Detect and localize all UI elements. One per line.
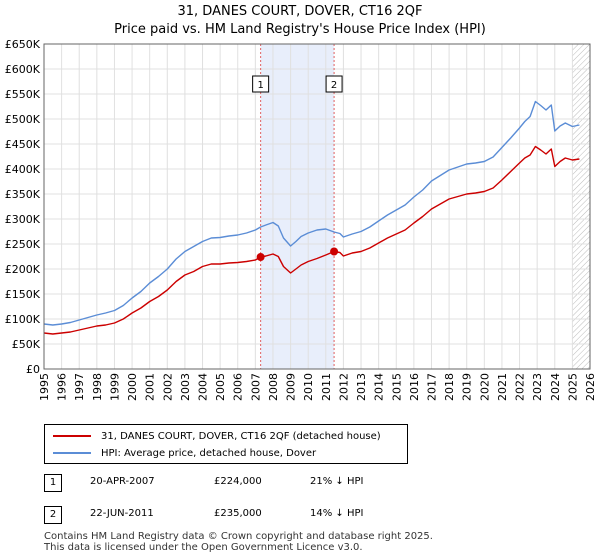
legend-item-hpi: HPI: Average price, detached house, Dove… [53,446,316,460]
x-tick-label: 1995 [38,373,51,401]
sale-price: £235,000 [214,508,262,519]
y-tick-label: £50K [12,338,41,351]
x-tick-label: 2013 [355,373,368,401]
sale-label-box [325,75,343,93]
footer-line-2: This data is licensed under the Open Gov… [44,542,363,553]
x-tick-label: 2014 [373,373,386,401]
x-tick-label: 2019 [461,373,474,401]
chart-subtitle: Price paid vs. HM Land Registry's House … [114,22,486,37]
x-tick-label: 2016 [408,373,421,401]
x-tick-label: 2003 [179,373,192,401]
sale-hpi-diff: 21% ↓ HPI [310,476,364,487]
x-tick-label: 2012 [337,373,350,401]
x-tick-label: 1998 [91,373,104,401]
y-tick-label: £0 [26,363,40,376]
x-tick-label: 2010 [302,373,315,401]
legend-label-property: 31, DANES COURT, DOVER, CT16 2QF (detach… [101,430,381,442]
sale-point [330,247,339,256]
sale-label-box [252,75,270,93]
x-tick-label: 2023 [531,373,544,401]
x-tick-label: 2000 [126,373,139,401]
sale-date: 20-APR-2007 [90,476,155,487]
forecast-hatch [572,44,590,369]
y-tick-label: £500K [5,113,41,126]
legend-label-hpi: HPI: Average price, detached house, Dove… [101,447,317,459]
sale-hpi-diff: 14% ↓ HPI [310,508,364,519]
x-tick-label: 2008 [267,373,280,401]
sale-price: £224,000 [214,476,262,487]
y-tick-label: £250K [5,238,41,251]
x-tick-label: 2002 [161,373,174,401]
x-tick-label: 2018 [443,373,456,401]
x-tick-label: 2021 [496,373,509,401]
x-tick-label: 2015 [390,373,403,401]
x-tick-label: 2005 [214,373,227,401]
x-tick-label: 1999 [108,373,121,401]
chart-title: 31, DANES COURT, DOVER, CT16 2QF [177,4,423,19]
x-tick-label: 2011 [320,373,333,401]
sale-label-text: 2 [331,80,337,91]
legend-swatch-hpi [53,452,91,454]
x-tick-label: 2006 [232,373,245,401]
x-tick-label: 2020 [478,373,491,401]
sale-row: 1 20-APR-2007 £224,000 21% ↓ HPI [44,474,364,492]
y-tick-label: £300K [5,213,41,226]
y-tick-label: £650K [5,38,41,51]
footer: Contains HM Land Registry data © Crown c… [44,531,433,553]
sale-number-badge: 2 [44,506,62,524]
y-tick-label: £150K [5,288,41,301]
y-tick-label: £350K [5,188,41,201]
x-tick-label: 2022 [514,373,527,401]
x-tick-label: 2001 [144,373,157,401]
property-series-line [43,145,580,335]
legend-item-property: 31, DANES COURT, DOVER, CT16 2QF (detach… [53,429,381,443]
x-tick-label: 1997 [73,373,86,401]
sale-point [256,253,265,261]
x-tick-label: 2004 [197,373,210,401]
hpi-series-line [43,100,580,326]
price-chart: 1 2 £0 £50K £100K £150K £200K £250K £300K £350K £4… [5,38,597,401]
x-tick-label: 2017 [425,373,438,401]
plot-frame [43,43,591,370]
y-tick-label: £600K [5,63,41,76]
sale-period-band [260,44,335,369]
y-tick-label: £400K [5,163,41,176]
sale-row: 2 22-JUN-2011 £235,000 14% ↓ HPI [44,506,364,524]
x-tick-label: 2009 [285,373,298,401]
chart-legend: 31, DANES COURT, DOVER, CT16 2QF (detach… [44,424,408,464]
x-tick-label: 2007 [249,373,262,401]
x-tick-label: 2024 [549,373,562,401]
y-tick-label: £450K [5,138,41,151]
y-tick-label: £200K [5,263,41,276]
sale-label-text: 1 [257,80,263,91]
sale-number-badge: 1 [44,474,62,492]
y-tick-label: £550K [5,88,41,101]
x-tick-label: 2025 [566,373,579,401]
legend-swatch-property [53,435,91,437]
footer-line-1: Contains HM Land Registry data © Crown c… [44,531,433,542]
x-tick-label: 2026 [584,373,597,401]
y-tick-label: £100K [5,313,41,326]
x-tick-label: 1996 [56,373,69,401]
sale-date: 22-JUN-2011 [90,508,154,519]
